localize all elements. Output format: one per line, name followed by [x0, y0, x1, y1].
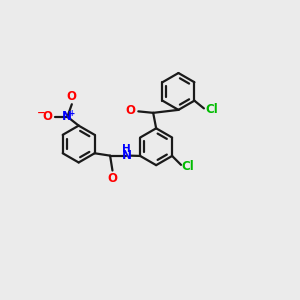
- Text: N: N: [122, 148, 132, 162]
- Text: O: O: [42, 110, 52, 123]
- Text: O: O: [67, 90, 77, 103]
- Text: Cl: Cl: [182, 160, 194, 172]
- Text: Cl: Cl: [205, 103, 218, 116]
- Text: −: −: [37, 108, 46, 118]
- Text: N: N: [62, 110, 72, 123]
- Text: O: O: [108, 172, 118, 185]
- Text: +: +: [68, 109, 75, 118]
- Text: O: O: [126, 104, 136, 117]
- Text: H: H: [122, 144, 131, 154]
